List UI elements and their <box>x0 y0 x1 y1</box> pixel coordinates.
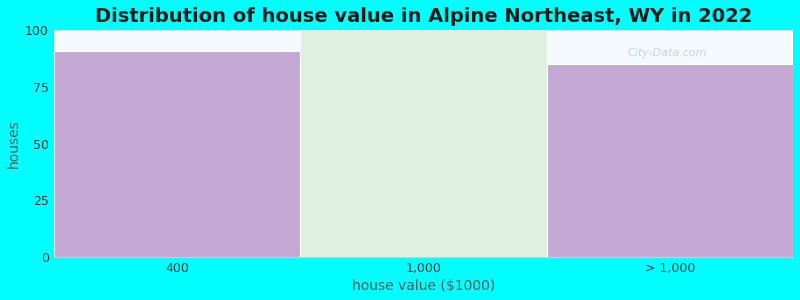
Bar <box>300 30 546 257</box>
Y-axis label: houses: houses <box>7 119 21 168</box>
Title: Distribution of house value in Alpine Northeast, WY in 2022: Distribution of house value in Alpine No… <box>94 7 752 26</box>
Text: City-Data.com: City-Data.com <box>628 48 707 58</box>
Bar <box>546 64 793 257</box>
Bar <box>54 51 300 257</box>
X-axis label: house value ($1000): house value ($1000) <box>352 279 495 293</box>
